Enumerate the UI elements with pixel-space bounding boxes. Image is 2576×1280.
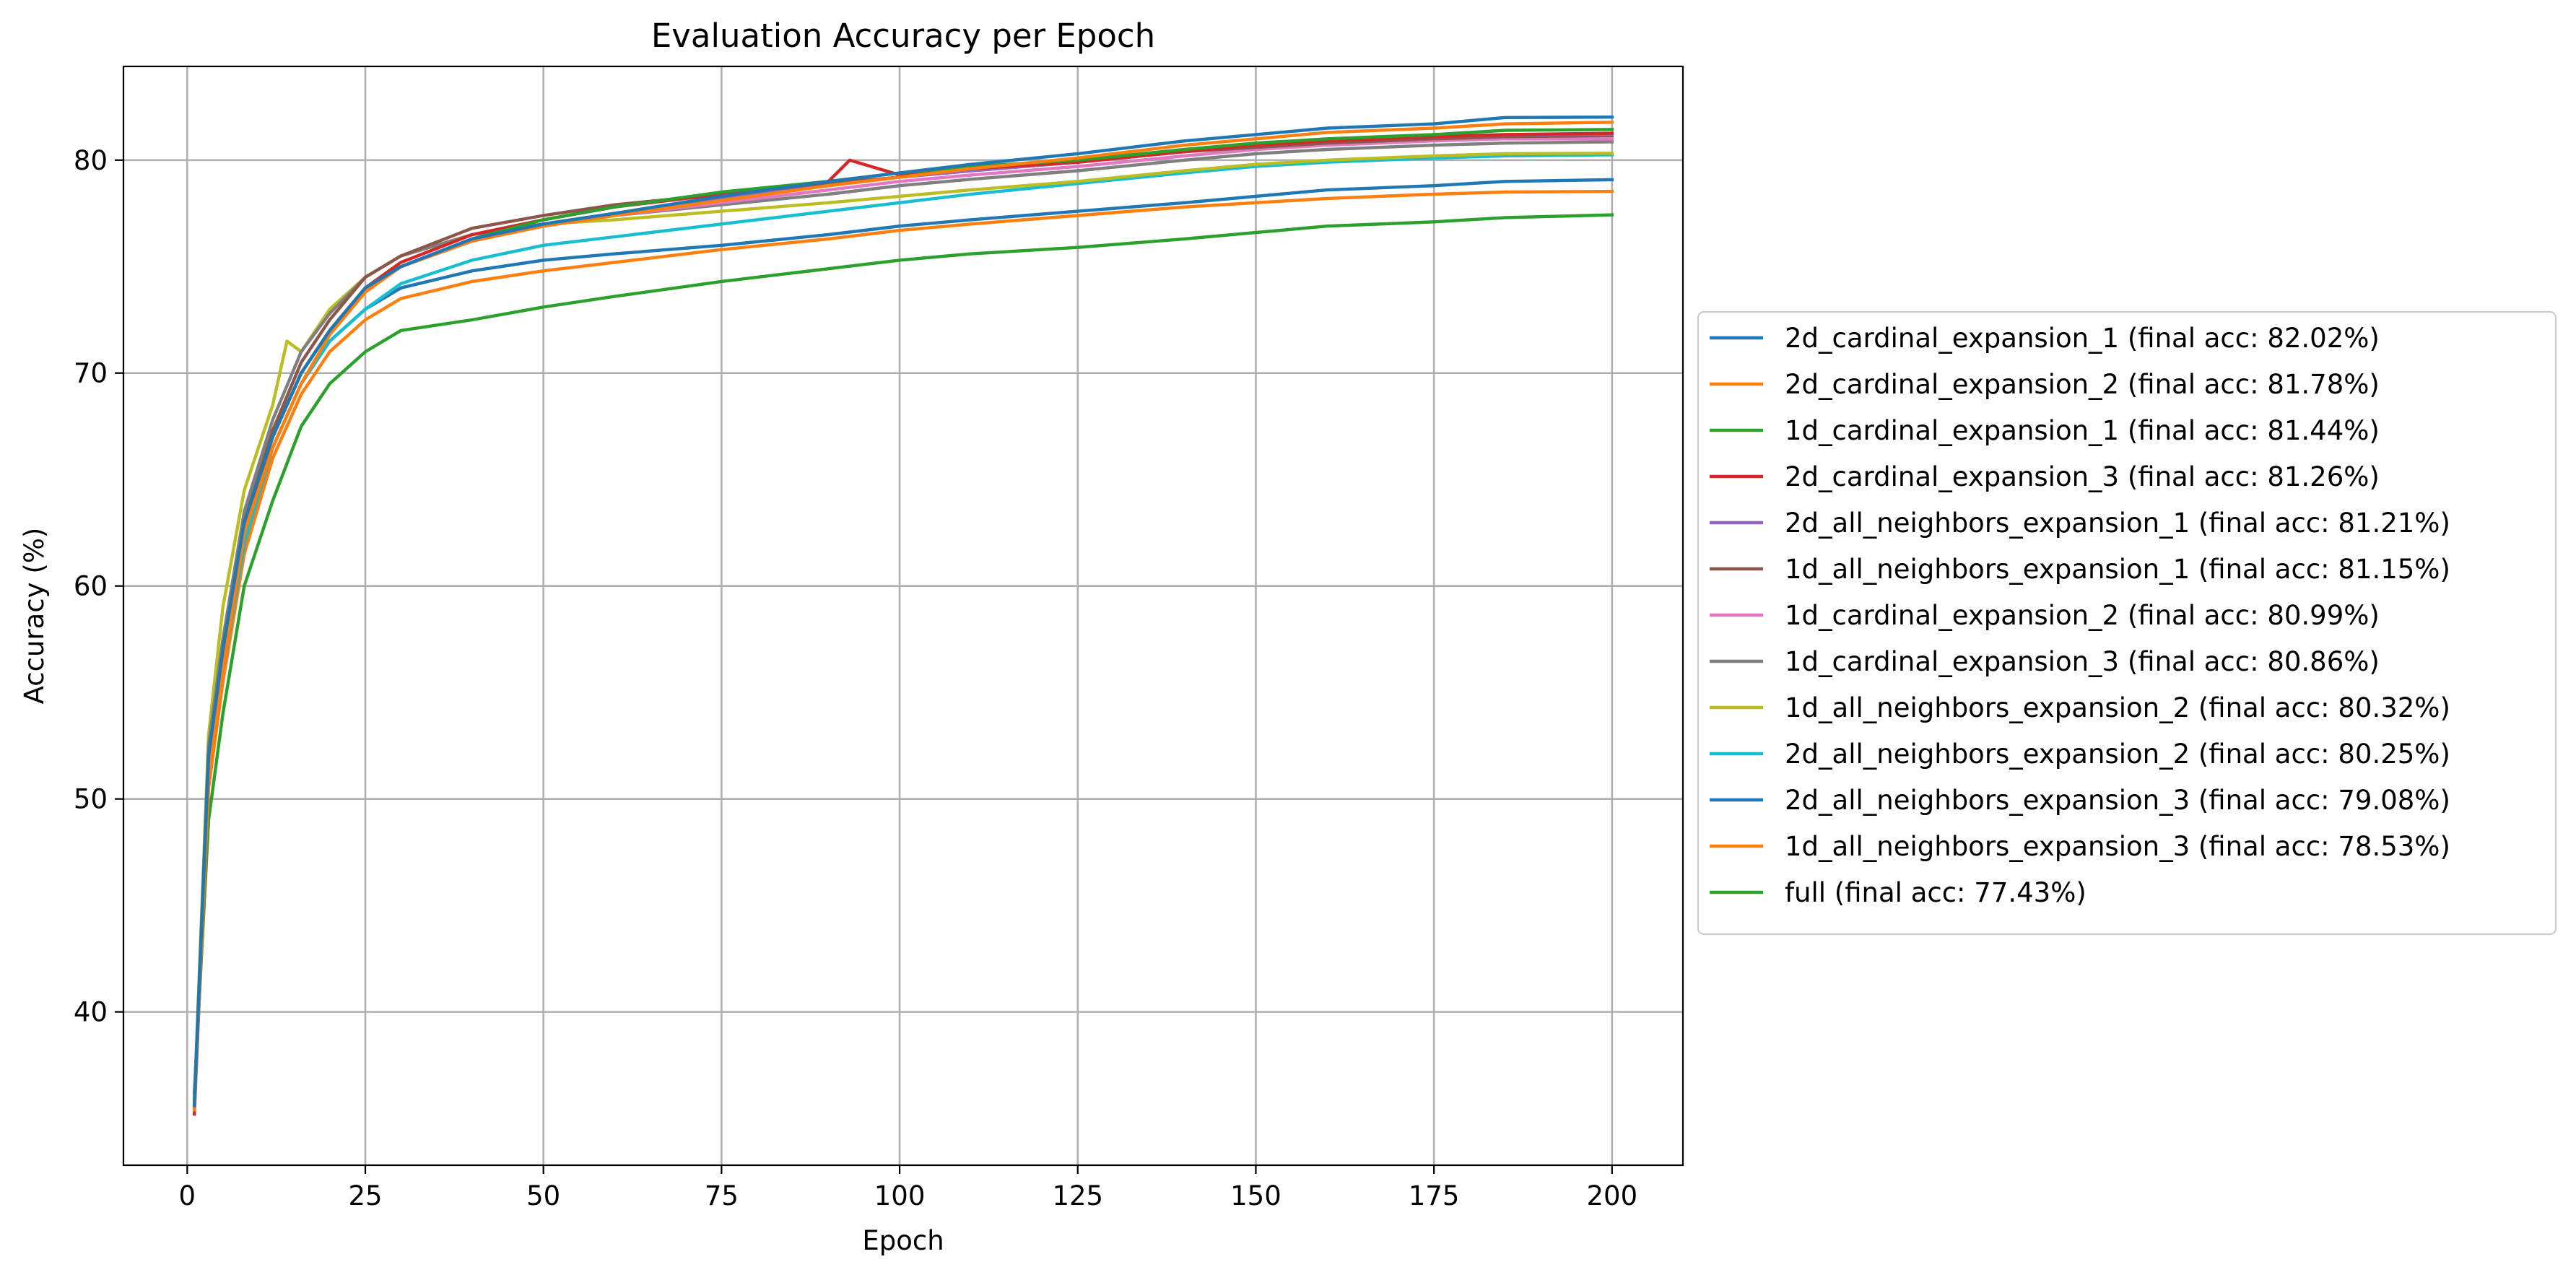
x-tick-label: 75 (705, 1180, 739, 1211)
legend-entry: 1d_cardinal_expansion_2 (final acc: 80.9… (1785, 600, 2380, 631)
plot-frame (122, 65, 1684, 1167)
series-line (192, 189, 1614, 1110)
x-axis-label: Epoch (862, 1225, 944, 1256)
series-line (192, 121, 1614, 1112)
y-tick-label: 80 (74, 145, 108, 176)
legend-entry: 2d_all_neighbors_expansion_2 (final acc:… (1785, 739, 2450, 770)
x-tick-label: 0 (179, 1180, 196, 1211)
y-tick-label: 60 (74, 571, 108, 602)
x-tick-label: 50 (526, 1180, 560, 1211)
legend-entry: 1d_all_neighbors_expansion_1 (final acc:… (1785, 554, 2450, 585)
legend-entry: 1d_cardinal_expansion_3 (final acc: 80.8… (1785, 646, 2380, 677)
axis-ticks: 0 25 50 75 100 125 150 175 200 40 50 60 70 80 (74, 145, 1637, 1211)
legend: 2d_cardinal_expansion_1 (final acc: 82.0… (1697, 310, 2557, 936)
legend-entry: 2d_all_neighbors_expansion_3 (final acc:… (1785, 785, 2450, 816)
legend-entry: 2d_cardinal_expansion_1 (final acc: 82.0… (1785, 323, 2380, 354)
x-tick-label: 125 (1052, 1180, 1103, 1211)
y-tick-label: 70 (74, 358, 108, 389)
y-tick-label: 40 (74, 997, 108, 1028)
legend-entry: 2d_cardinal_expansion_3 (final acc: 81.2… (1785, 461, 2380, 492)
x-tick-label: 200 (1587, 1180, 1638, 1211)
legend-entry: 2d_all_neighbors_expansion_1 (final acc:… (1785, 508, 2450, 539)
series-line (192, 213, 1614, 1095)
x-tick-label: 175 (1409, 1180, 1460, 1211)
y-axis-label: Accuracy (%) (19, 528, 50, 705)
legend-entry: 2d_cardinal_expansion_2 (final acc: 81.7… (1785, 369, 2380, 400)
legend-entry: 1d_all_neighbors_expansion_3 (final acc:… (1785, 831, 2450, 862)
legend-entry: full (final acc: 77.43%) (1785, 877, 2087, 908)
y-tick-label: 50 (74, 784, 108, 815)
x-tick-label: 25 (348, 1180, 382, 1211)
series-lines (192, 115, 1614, 1116)
series-line (192, 115, 1614, 1107)
x-tick-label: 150 (1230, 1180, 1282, 1211)
x-tick-label: 100 (874, 1180, 926, 1211)
gridlines (123, 66, 1683, 1165)
legend-entry: 1d_cardinal_expansion_1 (final acc: 81.4… (1785, 415, 2380, 446)
legend-box (1697, 310, 2557, 936)
chart-title: Evaluation Accuracy per Epoch (651, 17, 1155, 55)
legend-entry: 1d_all_neighbors_expansion_2 (final acc:… (1785, 692, 2450, 723)
